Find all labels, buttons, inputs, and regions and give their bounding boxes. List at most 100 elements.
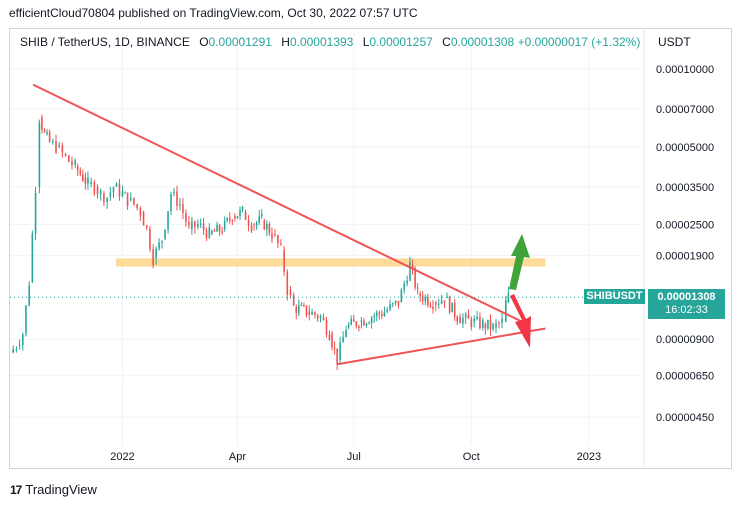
candle-body: [489, 319, 492, 330]
legend-open-value: 0.00001291: [208, 35, 272, 49]
bar-countdown: 16:02:33: [665, 304, 708, 316]
candle-body: [277, 235, 279, 244]
candle-body: [12, 349, 14, 353]
footer-brand[interactable]: 17 TradingView: [10, 482, 97, 497]
candle-body: [121, 191, 124, 196]
candle-body: [368, 323, 370, 325]
candle-body: [363, 320, 365, 326]
candle-body: [136, 204, 138, 209]
candle-body: [211, 230, 213, 234]
candle-body: [470, 318, 473, 328]
candle-body: [84, 177, 87, 184]
candle-body: [305, 305, 308, 316]
candle-body: [373, 316, 375, 318]
candle-body: [74, 160, 76, 165]
candle-body: [308, 311, 311, 315]
candle-body: [435, 302, 437, 305]
legend-symbol[interactable]: SHIB / TetherUS, 1D, BINANCE: [20, 35, 190, 49]
candle-body: [99, 190, 102, 195]
candle-body: [446, 296, 448, 298]
x-tick-label: Oct: [463, 451, 480, 463]
candle-body: [191, 221, 193, 230]
candle-body: [164, 229, 166, 239]
candle-body: [505, 299, 507, 322]
candle-body: [383, 312, 386, 317]
candle-body: [427, 296, 429, 306]
candle-body: [61, 145, 64, 153]
candle-body: [208, 227, 211, 238]
candle-body: [414, 268, 416, 288]
candle-body: [498, 322, 500, 324]
candle-body: [280, 243, 282, 245]
legend-low-label: L: [362, 35, 370, 49]
candle-body: [221, 231, 223, 233]
y-tick-label: 0.00001900: [656, 250, 714, 262]
candle-body: [336, 348, 338, 365]
candle-body: [397, 300, 400, 306]
y-tick-label: 0.00000450: [656, 412, 714, 424]
candle-body: [139, 208, 142, 216]
candle-body: [406, 280, 408, 284]
candle-body: [289, 289, 292, 296]
y-tick-label: 0.00007000: [656, 104, 714, 116]
tradingview-logo-icon: 17: [10, 482, 22, 497]
candle-body: [345, 329, 347, 338]
candle-body: [386, 309, 389, 312]
legend-open-label: O: [199, 35, 209, 49]
candle-body: [400, 289, 403, 303]
candle-body: [482, 320, 484, 328]
candle-body: [358, 326, 360, 329]
candle-body: [188, 221, 190, 226]
candle-body: [234, 215, 236, 219]
candle-body: [106, 197, 108, 202]
candle-body: [347, 324, 350, 328]
chart-frame[interactable]: [9, 28, 732, 469]
candle-body: [370, 317, 373, 324]
legend-low-value: 0.00001257: [369, 35, 433, 49]
candle-body: [263, 220, 266, 230]
candle-body: [487, 319, 489, 329]
candle-body: [133, 197, 135, 205]
candle-body: [389, 304, 391, 310]
candle-body: [55, 140, 57, 153]
candle-body: [360, 320, 363, 322]
candle-body: [197, 223, 199, 227]
candle-body: [34, 193, 37, 234]
candle-body: [52, 140, 54, 143]
candle-body: [403, 283, 406, 290]
published-caption: efficientCloud70804 published on Trading…: [9, 6, 418, 20]
candle-body: [311, 312, 313, 315]
candle-body: [322, 316, 325, 321]
candle-body: [365, 323, 368, 326]
candle-body: [112, 187, 115, 193]
candle-body: [375, 312, 378, 317]
candle-body: [314, 312, 316, 316]
symbol-price-label: SHIBUSDT: [584, 289, 645, 304]
candle-body: [411, 264, 414, 269]
candle-body: [303, 305, 305, 307]
candle-body: [43, 129, 46, 132]
candle-body: [266, 224, 268, 230]
legend-close-value: 0.00001308: [450, 35, 515, 49]
candle-body: [319, 315, 322, 319]
candle-body: [507, 293, 510, 303]
candle-body: [228, 218, 231, 221]
y-tick-label: 0.00010000: [656, 64, 714, 76]
candle-body: [429, 305, 432, 307]
candle-body: [473, 319, 475, 322]
candle-body: [155, 248, 157, 259]
candle-body: [236, 216, 239, 219]
candle-body: [223, 220, 226, 230]
candle-body: [82, 174, 84, 182]
candle-body: [216, 225, 218, 232]
candle-body: [339, 342, 341, 360]
candle-body: [271, 233, 273, 239]
candle-body: [250, 225, 253, 232]
candle-body: [432, 306, 434, 310]
candle-body: [342, 337, 344, 343]
candle-body: [260, 214, 263, 217]
candle-body: [115, 183, 118, 187]
candle-body: [182, 204, 184, 214]
y-tick-label: 0.00002500: [656, 220, 714, 232]
